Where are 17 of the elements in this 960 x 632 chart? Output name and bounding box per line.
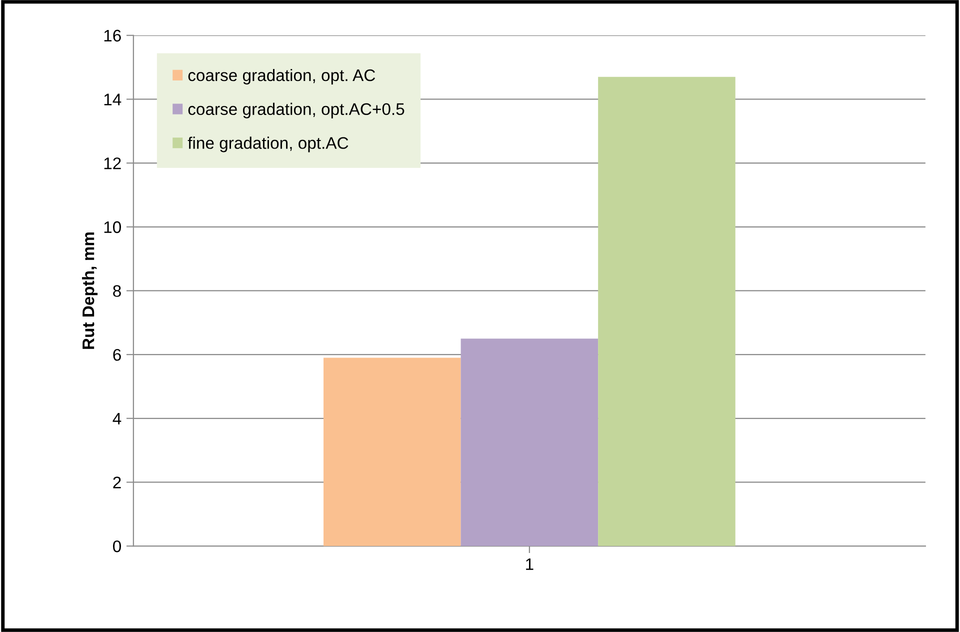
- legend-label: coarse gradation, opt.AC+0.5: [188, 102, 404, 118]
- bar: [460, 338, 598, 546]
- y-tick-label: 2: [113, 476, 121, 488]
- y-tick-label: 0: [113, 540, 121, 552]
- legend-label: fine gradation, opt.AC: [188, 136, 348, 152]
- y-tick-label: 14: [104, 94, 122, 106]
- bar: [324, 358, 461, 546]
- y-tick-label: 8: [113, 285, 121, 297]
- y-tick-label: 16: [104, 30, 121, 42]
- bar: [598, 76, 736, 546]
- y-tick-label: 4: [112, 412, 122, 424]
- y-tick-label: 12: [104, 157, 121, 170]
- y-tick-label: 6: [113, 348, 121, 361]
- legend-label: coarse gradation, opt. AC: [188, 68, 376, 84]
- y-axis-title: Rut Depth, mm: [82, 232, 98, 349]
- y-tick-label: 10: [104, 221, 121, 234]
- x-tick-label: 1: [526, 558, 534, 570]
